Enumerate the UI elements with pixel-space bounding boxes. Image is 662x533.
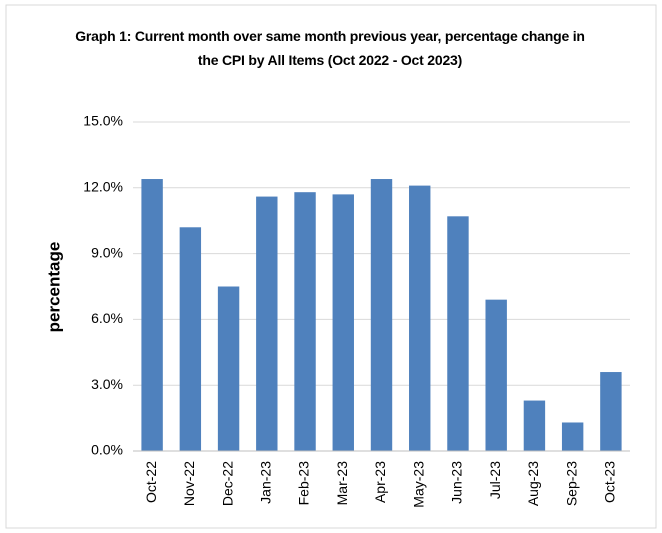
chart-title: Graph 1: Current month over same month p… xyxy=(75,28,585,68)
bar xyxy=(561,422,584,451)
y-tick-label: 6.0% xyxy=(91,310,123,326)
x-tick-label: Jun-23 xyxy=(449,461,465,504)
x-tick-label: Aug-23 xyxy=(525,461,541,506)
bar xyxy=(600,372,622,451)
bar xyxy=(332,194,354,451)
chart-frame xyxy=(5,4,657,529)
bar xyxy=(409,185,431,451)
x-tick-label: Jul-23 xyxy=(487,461,503,499)
x-tick-label: Apr-23 xyxy=(372,461,388,503)
x-tick-label: Oct-23 xyxy=(602,461,618,503)
bar xyxy=(256,196,278,451)
x-tick-label: Dec-22 xyxy=(219,461,235,506)
bar xyxy=(370,179,393,451)
y-axis-label: percentage xyxy=(44,242,63,333)
x-tick-label: Mar-23 xyxy=(334,461,350,506)
x-tick-label: Oct-22 xyxy=(143,461,159,503)
bar xyxy=(447,216,469,451)
bar xyxy=(485,299,507,451)
y-tick-label: 12.0% xyxy=(83,179,123,195)
x-tick-label: Feb-23 xyxy=(296,461,312,506)
y-tick-label: 3.0% xyxy=(91,376,123,392)
x-tick-label: Sep-23 xyxy=(563,461,579,506)
bar xyxy=(294,192,316,452)
y-tick-label: 15.0% xyxy=(83,113,123,129)
bar xyxy=(523,400,546,451)
x-tick-label: May-23 xyxy=(410,461,426,508)
bar xyxy=(179,227,202,451)
y-tick-label: 9.0% xyxy=(91,244,123,260)
x-tick-label: Jan-23 xyxy=(258,461,274,504)
x-tick-label: Nov-22 xyxy=(181,461,197,506)
bar xyxy=(141,179,163,451)
bar xyxy=(217,286,240,451)
y-tick-label: 0.0% xyxy=(91,442,123,458)
